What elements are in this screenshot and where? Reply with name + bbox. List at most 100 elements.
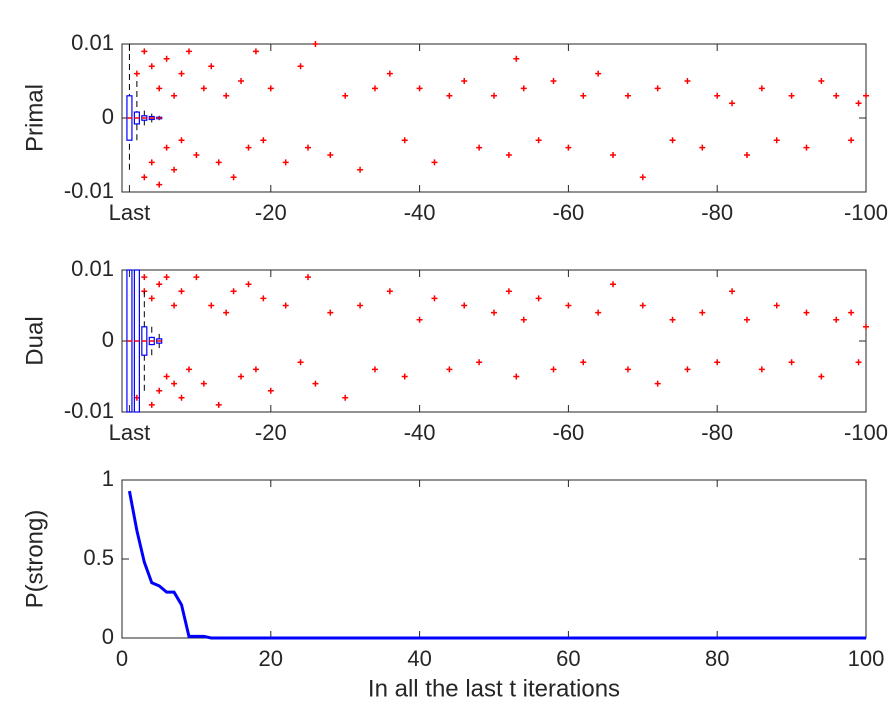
y-tick-label: -0.01 (64, 398, 114, 423)
outlier (565, 302, 572, 309)
outlier (684, 78, 691, 84)
outlier (743, 152, 750, 158)
outlier (185, 48, 192, 55)
outlier (669, 316, 676, 323)
outlier (863, 92, 869, 99)
outlier (133, 70, 140, 77)
outlier (639, 302, 646, 309)
outlier (386, 70, 393, 77)
x-tick-label: 60 (556, 646, 580, 671)
outlier (163, 274, 170, 281)
y-axis-label: Primal (21, 84, 48, 152)
outlier (305, 144, 311, 151)
outlier (505, 288, 512, 295)
outlier (535, 137, 542, 144)
outlier (163, 55, 170, 62)
outlier (595, 309, 602, 316)
outlier (714, 92, 721, 99)
outlier (684, 366, 691, 373)
outlier (580, 359, 587, 366)
outlier (238, 373, 245, 380)
outlier (305, 274, 311, 281)
outlier (773, 137, 780, 144)
x-tick-label: 20 (259, 646, 283, 671)
outlier (267, 85, 274, 92)
outlier (371, 85, 378, 92)
outlier (788, 359, 795, 366)
x-tick-label: -60 (553, 200, 585, 225)
outlier (624, 366, 631, 373)
outlier (260, 137, 267, 144)
x-tick-label: -40 (404, 200, 436, 225)
outlier (565, 144, 572, 151)
outlier (215, 159, 222, 166)
outlier (156, 85, 163, 92)
outlier (163, 144, 170, 151)
y-tick-label: 0 (102, 624, 114, 649)
outlier (758, 366, 765, 373)
x-tick-label: -80 (701, 200, 733, 225)
outlier (297, 63, 304, 70)
outlier (669, 137, 676, 144)
outlier (491, 92, 497, 99)
x-tick-label: -60 (553, 420, 585, 445)
outlier (401, 373, 408, 380)
outlier (520, 316, 527, 323)
y-axis-label: P(strong) (21, 510, 48, 609)
outlier (639, 174, 646, 181)
outlier (282, 159, 289, 166)
outlier (654, 380, 661, 387)
outlier (208, 302, 215, 309)
outlier (513, 373, 520, 380)
outlier (312, 41, 319, 47)
outlier (863, 323, 869, 330)
x-tick-label: -80 (701, 420, 733, 445)
x-tick-label: 80 (705, 646, 729, 671)
outlier (729, 288, 736, 295)
outlier (833, 92, 840, 99)
outlier (535, 295, 542, 302)
outlier (141, 174, 148, 181)
x-tick-label: -40 (404, 420, 436, 445)
outlier (141, 274, 148, 281)
y-tick-label: 0.01 (71, 256, 114, 281)
x-tick-label: 0 (116, 646, 128, 671)
y-tick-label: 1 (102, 466, 114, 491)
outlier (654, 85, 661, 92)
x-tick-label: -100 (844, 420, 888, 445)
outlier (610, 152, 617, 158)
y-tick-label: 0.01 (71, 30, 114, 55)
outlier (848, 309, 855, 316)
outlier (550, 366, 557, 373)
x-tick-label: 40 (407, 646, 431, 671)
outlier (185, 366, 192, 373)
axes-box (121, 43, 867, 193)
outlier (855, 359, 862, 366)
outlier (401, 137, 408, 144)
outlier (386, 288, 393, 295)
outlier (505, 152, 512, 158)
y-tick-label: -0.01 (64, 178, 114, 203)
outlier (416, 316, 423, 323)
outlier (818, 373, 825, 380)
outlier (357, 166, 364, 173)
x-tick-label: Last (109, 200, 151, 225)
outlier (803, 144, 810, 151)
y-tick-label: 0 (102, 104, 114, 129)
outlier (245, 144, 252, 151)
outlier (773, 302, 780, 309)
outlier (252, 48, 259, 55)
outlier (699, 144, 706, 151)
outlier (342, 394, 349, 401)
outlier (178, 394, 185, 401)
outlier (461, 302, 468, 309)
outlier (416, 85, 423, 92)
outlier (156, 181, 163, 188)
outlier (148, 401, 155, 408)
outlier (230, 174, 237, 181)
outlier (520, 85, 527, 92)
outlier (848, 137, 855, 144)
outlier (297, 359, 304, 366)
outlier (476, 144, 483, 151)
outlier (610, 281, 617, 288)
